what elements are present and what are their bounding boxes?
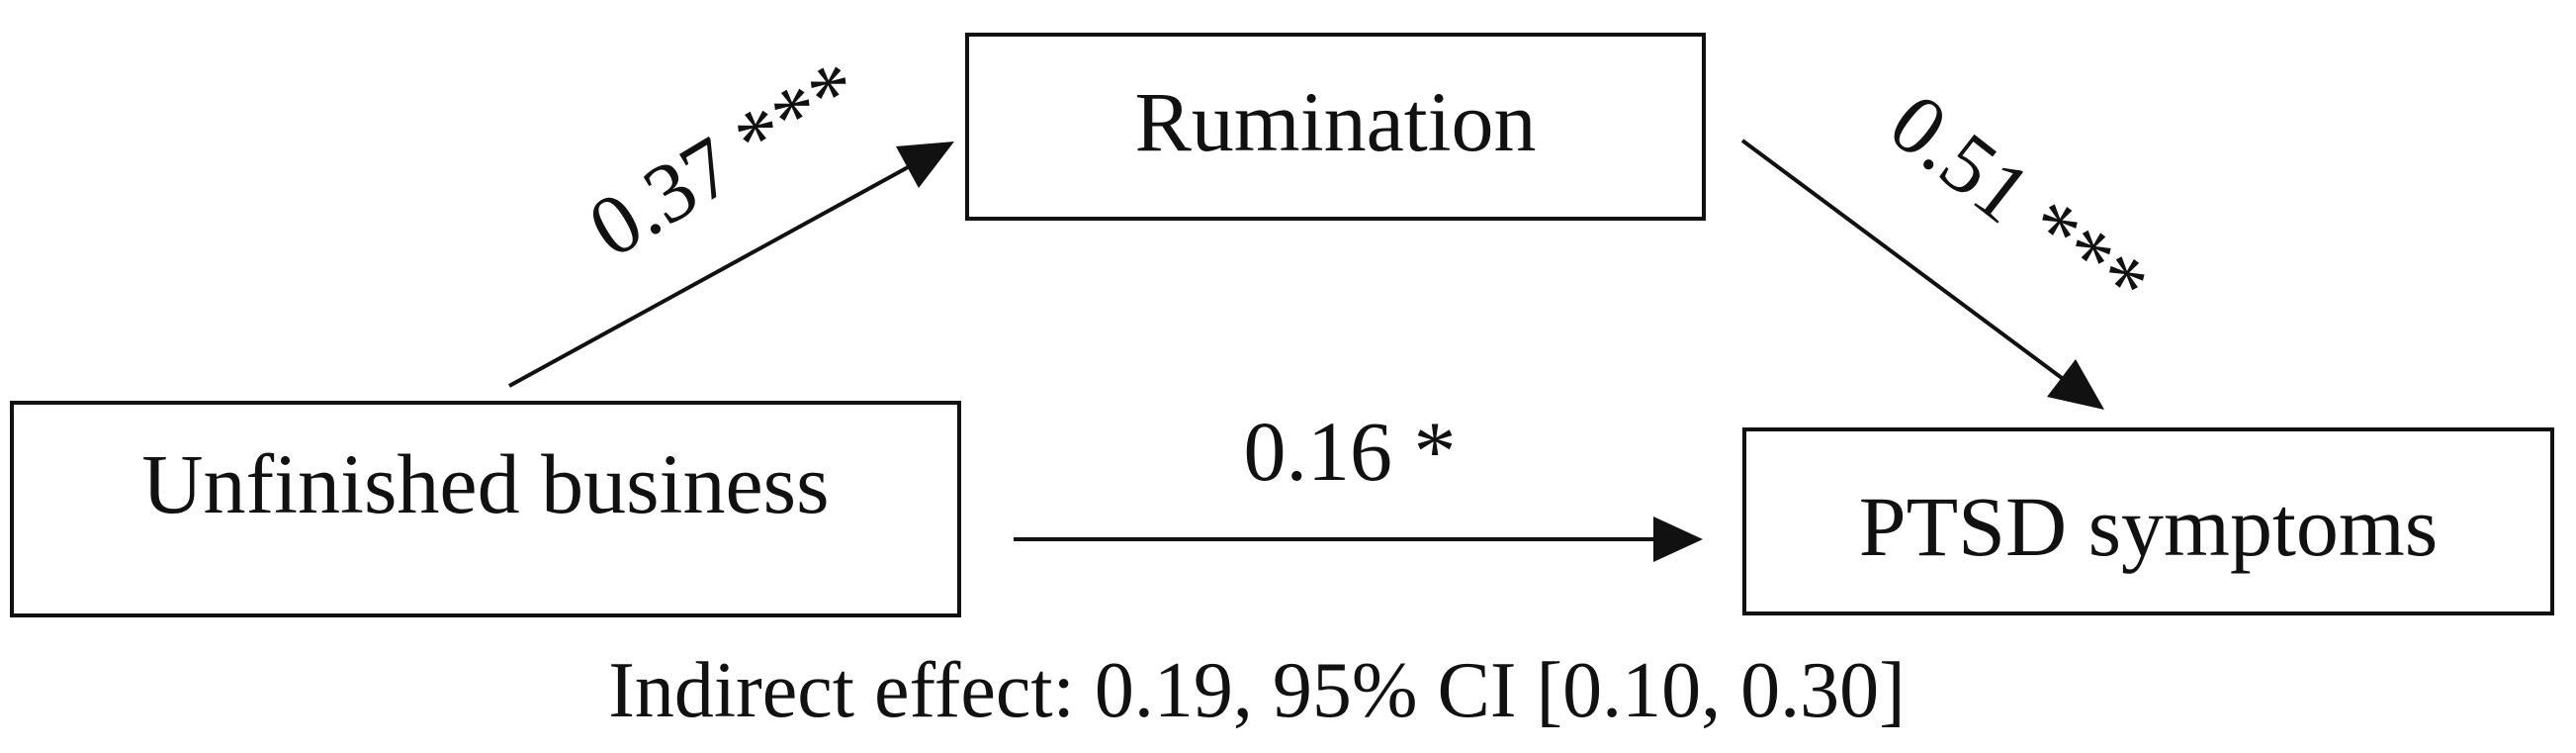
node-ptsd-symptoms-label: PTSD symptoms [1858,479,2439,574]
arrow-b-rumination-to-ptsd [1740,139,2104,410]
node-ptsd-symptoms: PTSD symptoms [1742,427,2554,615]
indirect-effect-note: Indirect effect: 0.19, 95% CI [0.10, 0.3… [608,647,1906,734]
node-rumination-label: Rumination [1134,74,1537,169]
arrow-a-head [896,141,954,188]
arrow-a-line [508,164,911,388]
arrow-b-head [2047,359,2104,410]
arrow-c-unfinished-to-ptsd [1014,517,1703,562]
path-c-coefficient-label: 0.16 * [1243,404,1457,499]
node-rumination: Rumination [965,33,1706,221]
arrow-b-line [1740,139,2068,383]
arrow-a-unfinished-to-rumination [508,141,954,388]
node-unfinished-business: Unfinished business [10,401,961,617]
node-unfinished-business-label: Unfinished business [141,435,830,531]
arrow-c-head [1653,517,1703,562]
